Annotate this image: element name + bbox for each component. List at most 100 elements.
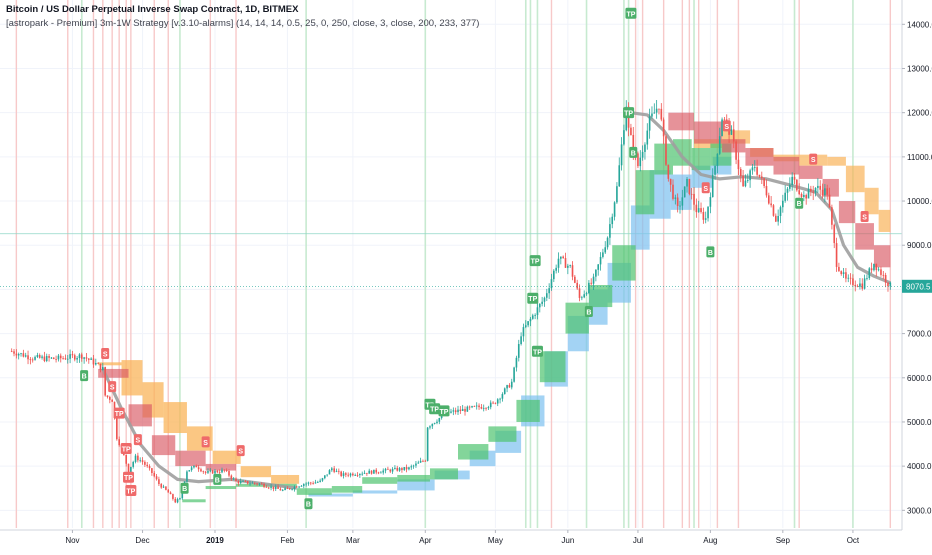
candle-body <box>169 492 172 495</box>
candle-body <box>611 216 614 225</box>
signal-tag[interactable]: TP <box>120 442 132 454</box>
candle-body <box>870 268 873 271</box>
candle-body <box>431 423 434 427</box>
signal-tag[interactable]: S <box>860 211 869 223</box>
signal-tag-label: S <box>862 215 867 222</box>
candle-body <box>263 483 265 487</box>
signal-tag[interactable]: S <box>701 182 710 194</box>
signal-tag[interactable]: S <box>236 445 245 457</box>
time-tick-label: 2019 <box>206 536 224 545</box>
signal-tag-label: TP <box>440 409 449 416</box>
signal-tag-box <box>809 153 818 165</box>
green-band-step <box>588 284 613 308</box>
signal-tag-label: S <box>203 440 208 447</box>
candle-body <box>499 398 501 400</box>
candle-body <box>221 469 223 473</box>
candle-body <box>779 207 782 216</box>
candle-body <box>473 406 476 407</box>
candle-body <box>412 465 415 467</box>
candle-body <box>655 108 658 113</box>
signal-tag[interactable]: B <box>304 498 313 510</box>
candle-body <box>151 468 153 473</box>
candle-body <box>494 402 497 404</box>
candle-body <box>576 282 579 289</box>
candle-body <box>793 176 796 180</box>
candle-body <box>454 410 457 413</box>
signal-tag[interactable]: TP <box>531 345 543 357</box>
price-axis-bg <box>902 0 932 550</box>
signal-tag[interactable]: B <box>80 370 89 382</box>
candle-body <box>581 297 583 299</box>
candle-body <box>80 354 83 359</box>
signal-tag[interactable]: B <box>584 305 593 317</box>
candle-body <box>87 358 90 360</box>
price-tick-label: 12000.0 <box>907 109 932 118</box>
candle-body <box>403 467 406 470</box>
signal-tag[interactable]: S <box>809 153 818 165</box>
candle-body <box>529 318 532 322</box>
candle-body <box>711 174 714 198</box>
signal-tag-box <box>795 197 804 209</box>
candle-body <box>765 186 768 196</box>
signal-tag[interactable]: S <box>101 347 110 359</box>
signal-tag-label: B <box>82 374 87 381</box>
signal-tag[interactable]: B <box>180 482 189 494</box>
candle-body <box>321 478 324 481</box>
signal-tag[interactable]: TP <box>125 484 137 496</box>
candle-body <box>714 166 716 175</box>
orange-band-step <box>163 402 187 434</box>
signal-tag[interactable]: TP <box>123 471 135 483</box>
candle-body <box>522 327 525 337</box>
candle-body <box>200 469 202 472</box>
red-band <box>98 368 237 471</box>
candle-body <box>270 486 272 488</box>
orange-band-2-step <box>827 156 846 166</box>
signal-tag[interactable]: B <box>213 473 222 485</box>
candle-body <box>284 488 286 491</box>
candle-body <box>859 283 861 287</box>
signal-tag-box <box>133 434 142 446</box>
candle-body <box>50 357 53 359</box>
candle-body <box>419 460 422 463</box>
candle-body <box>489 402 492 408</box>
signal-tag[interactable]: TP <box>113 407 125 419</box>
candle-body <box>363 472 366 474</box>
candle-body <box>826 188 829 195</box>
signal-tag[interactable]: TP <box>529 255 541 267</box>
candle-body <box>24 355 27 357</box>
candle-body <box>436 421 438 423</box>
candle-body <box>340 471 342 476</box>
signal-tag[interactable]: TP <box>625 7 637 19</box>
candle-body <box>29 359 32 361</box>
signal-tag[interactable]: S <box>722 120 731 132</box>
signal-tag[interactable]: TP <box>527 292 539 304</box>
signal-tag[interactable]: S <box>133 434 142 446</box>
signal-tag-label: S <box>110 385 115 392</box>
candle-body <box>555 267 557 271</box>
price-tick-label: 13000.0 <box>907 64 932 73</box>
signal-tag[interactable]: B <box>629 146 638 158</box>
candle-body <box>298 486 300 488</box>
signal-tag[interactable]: B <box>706 246 715 258</box>
candle-body <box>314 482 317 484</box>
signal-tag[interactable]: B <box>795 197 804 209</box>
signal-tag[interactable]: TP <box>438 405 450 417</box>
candle-body <box>763 178 765 187</box>
orange-band-step <box>240 466 272 478</box>
candle-body <box>824 188 826 196</box>
signal-tag-box <box>80 370 89 382</box>
candle-body <box>877 269 880 271</box>
signal-tag[interactable]: TP <box>429 403 441 415</box>
signal-tag[interactable]: S <box>201 436 210 448</box>
candle-body <box>478 405 480 408</box>
candle-body <box>679 205 681 207</box>
candle-body <box>361 473 364 475</box>
candle-body <box>66 358 69 360</box>
signal-tag[interactable]: S <box>108 381 117 393</box>
candle-body <box>777 215 779 222</box>
candle-body <box>22 353 25 357</box>
signal-tag-label: S <box>811 157 816 164</box>
signal-tag[interactable]: TP <box>623 107 635 119</box>
